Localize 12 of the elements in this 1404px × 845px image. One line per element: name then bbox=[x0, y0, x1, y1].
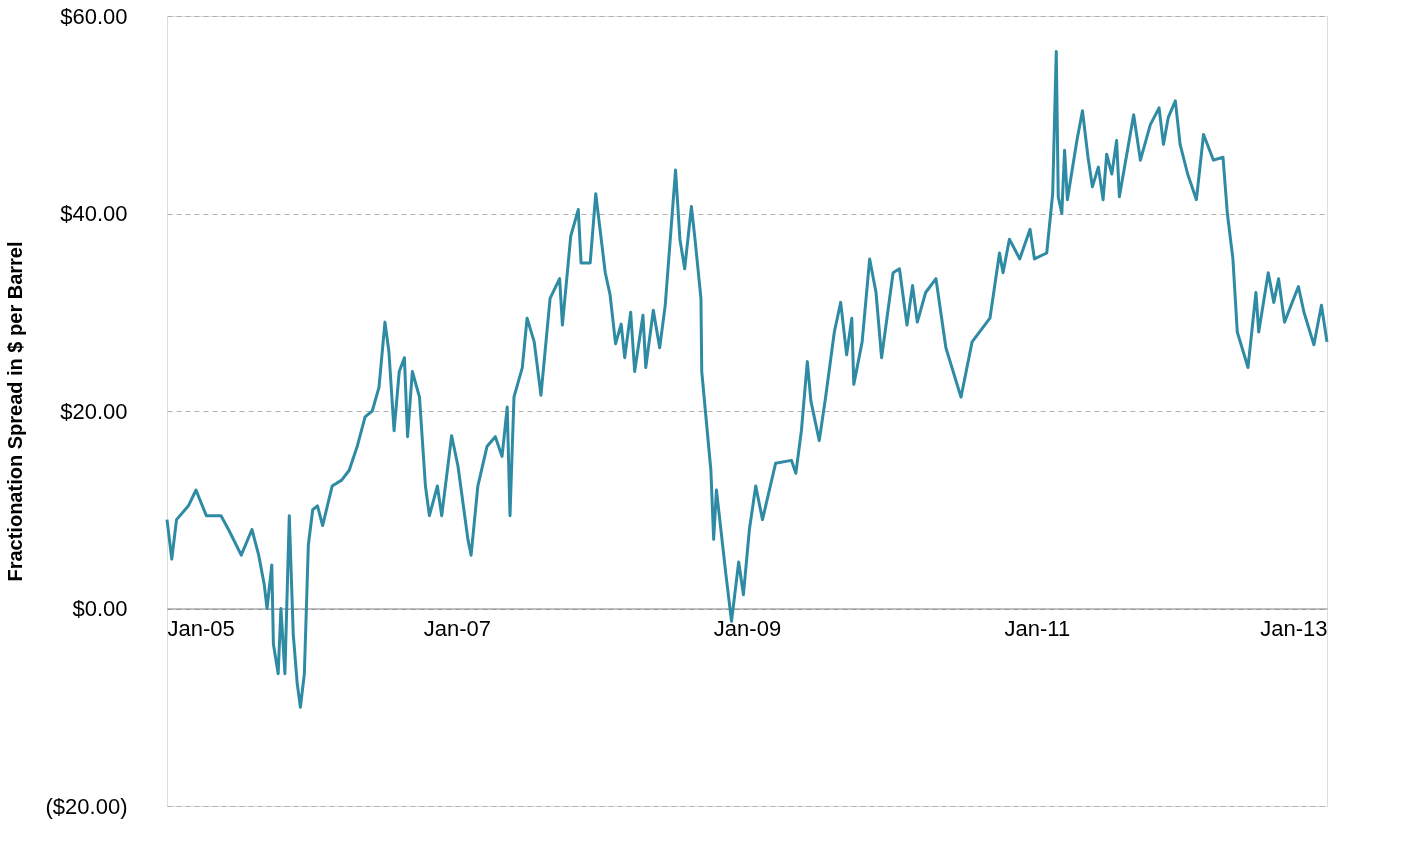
x-tick-label: Jan-09 bbox=[713, 616, 782, 641]
y-tick-label: $20.00 bbox=[60, 398, 128, 424]
x-tick-label: Jan-11 bbox=[1004, 616, 1071, 641]
y-axis-title: Fractionation Spread in $ per Barrel bbox=[3, 241, 26, 582]
x-tick-label: Jan-05 bbox=[167, 616, 235, 641]
y-tick-label: ($20.00) bbox=[45, 793, 128, 819]
x-tick-label: Jan-13 bbox=[1260, 616, 1328, 641]
y-tick-label: $0.00 bbox=[72, 596, 128, 621]
y-tick-label: $40.00 bbox=[60, 201, 128, 226]
line-series bbox=[165, 50, 1329, 709]
x-tick-label: Jan-07 bbox=[423, 616, 491, 641]
y-tick-label: $60.00 bbox=[60, 3, 128, 29]
